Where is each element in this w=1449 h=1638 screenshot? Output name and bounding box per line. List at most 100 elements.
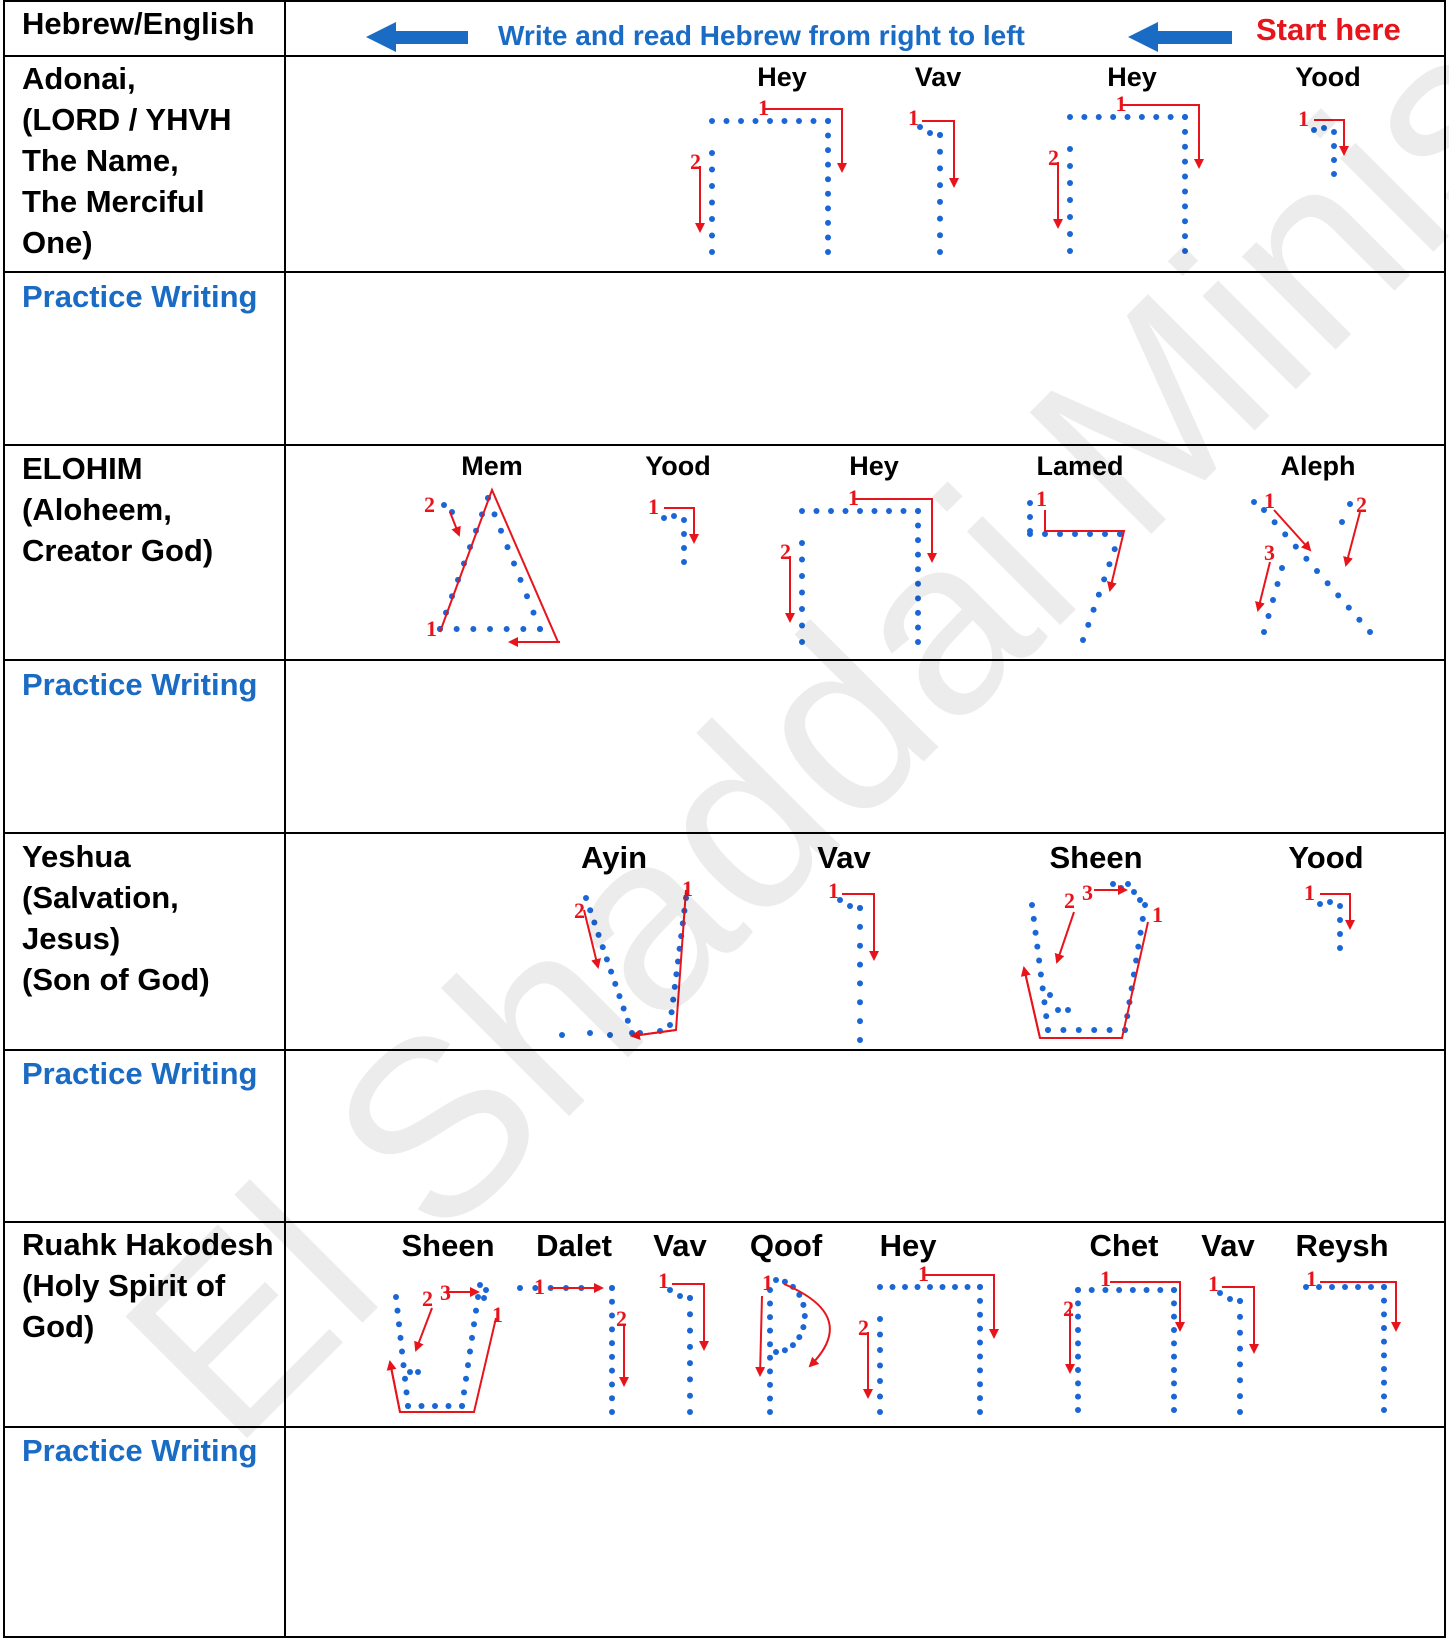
mem-dot — [453, 626, 460, 632]
hey-dot — [709, 166, 715, 173]
vav-dot — [687, 1327, 693, 1334]
guide-dot — [1337, 931, 1343, 937]
lamed-dot — [1090, 606, 1097, 613]
hey-dot — [1167, 114, 1174, 120]
qoof-dot — [767, 1327, 773, 1334]
vav-dot — [1237, 1329, 1243, 1336]
guide-dot — [559, 1032, 565, 1038]
guide-dot — [587, 1030, 593, 1036]
chet-dot — [1171, 1393, 1177, 1400]
guide-dot — [667, 1287, 673, 1293]
stroke-arrow — [924, 1274, 999, 1339]
hey-dot — [799, 573, 805, 579]
stroke-arrow — [842, 893, 879, 961]
qoof-dot — [767, 1300, 773, 1307]
lamed-dot — [1057, 531, 1063, 537]
dalet-dot — [609, 1340, 615, 1347]
guide-dot — [1055, 1007, 1061, 1013]
vav-dot — [857, 905, 863, 911]
mem-dot — [491, 511, 498, 518]
hey-dot — [709, 150, 715, 156]
stroke-arrow — [854, 498, 937, 563]
vav-dot — [937, 165, 943, 172]
vav-dot — [1237, 1377, 1243, 1384]
letter-name-vav: Vav — [1201, 1228, 1255, 1263]
sheen-dot — [1133, 957, 1140, 964]
ayin-dot — [587, 907, 594, 914]
mem-dot — [498, 527, 504, 534]
guide-dot — [1227, 1296, 1233, 1302]
lamed-dot — [1117, 531, 1123, 537]
sheen-dot — [418, 1403, 425, 1409]
hey-dot — [1067, 231, 1073, 237]
hey-dot — [1182, 218, 1188, 225]
vav-dot — [1237, 1298, 1243, 1304]
guide-dot — [773, 1277, 779, 1283]
chet-dot — [1075, 1407, 1081, 1413]
ayin-dot — [599, 944, 606, 951]
hey-dot — [1182, 128, 1188, 135]
dalet-dot — [609, 1298, 615, 1305]
stroke-arrow — [1044, 510, 1126, 592]
aleph-dot — [1356, 616, 1363, 623]
sheen-dot — [432, 1403, 438, 1409]
sheen-dot — [1091, 1027, 1098, 1033]
hey-dot — [1067, 114, 1073, 120]
stroke-number: 1 — [492, 1302, 503, 1327]
ayin-dot — [612, 980, 619, 987]
hey-dot — [1182, 143, 1188, 150]
ayin-dot — [603, 956, 610, 963]
dalet-dot — [532, 1285, 539, 1291]
guide-dot — [1311, 127, 1317, 133]
vav-dot — [1237, 1409, 1243, 1415]
letter-name-hey: Hey — [757, 62, 807, 92]
stroke-number: 1 — [1100, 1266, 1111, 1291]
qoof-dot — [767, 1409, 773, 1415]
sheen-dot — [467, 1348, 473, 1355]
hey-dot — [1067, 248, 1073, 254]
sheen-dot — [1032, 929, 1039, 936]
reysh-dot — [1381, 1366, 1387, 1372]
chet-dot — [1075, 1327, 1081, 1333]
dalet-dot — [609, 1326, 615, 1333]
chet-dot — [1075, 1313, 1081, 1320]
sheen-dot — [1041, 999, 1048, 1006]
chet-dot — [1075, 1300, 1081, 1307]
letter-name-yood: Yood — [1288, 840, 1363, 875]
qoof-dot — [767, 1381, 773, 1388]
hey-dot — [915, 566, 921, 573]
hey-dot — [877, 1393, 883, 1400]
reysh-dot — [1381, 1407, 1387, 1413]
letter-name-hey: Hey — [880, 1228, 938, 1263]
sheen-dot — [471, 1321, 477, 1328]
reysh-dot — [1381, 1311, 1387, 1318]
ayin-dot — [620, 1005, 627, 1012]
stroke-number: 1 — [918, 1261, 929, 1286]
guide-dot — [1027, 500, 1033, 506]
hey-dot — [709, 118, 715, 124]
vav-dot — [1237, 1345, 1243, 1352]
hey-dot — [825, 147, 831, 154]
guide-dot — [481, 1295, 487, 1301]
hey-dot — [781, 118, 788, 124]
practice-label: Practice Writing — [22, 1433, 258, 1468]
chet-dot — [1171, 1367, 1177, 1373]
ayin-dot — [667, 1022, 673, 1028]
sheen-dot — [1060, 1027, 1067, 1033]
vav-dot — [1237, 1361, 1243, 1368]
hey-dot — [709, 249, 715, 255]
letter-name-ayin: Ayin — [581, 840, 647, 875]
letter-name-chet: Chet — [1090, 1228, 1159, 1263]
lamed-dot — [1106, 561, 1113, 568]
guide-dot — [1331, 171, 1337, 177]
chet-dot — [1171, 1353, 1177, 1360]
chet-dot — [1171, 1407, 1177, 1413]
reysh-dot — [1381, 1284, 1387, 1290]
lamed-dot — [1072, 531, 1078, 537]
stroke-number: 1 — [534, 1274, 545, 1299]
stroke-arrow — [1054, 911, 1075, 964]
aleph-dot — [1345, 604, 1352, 611]
